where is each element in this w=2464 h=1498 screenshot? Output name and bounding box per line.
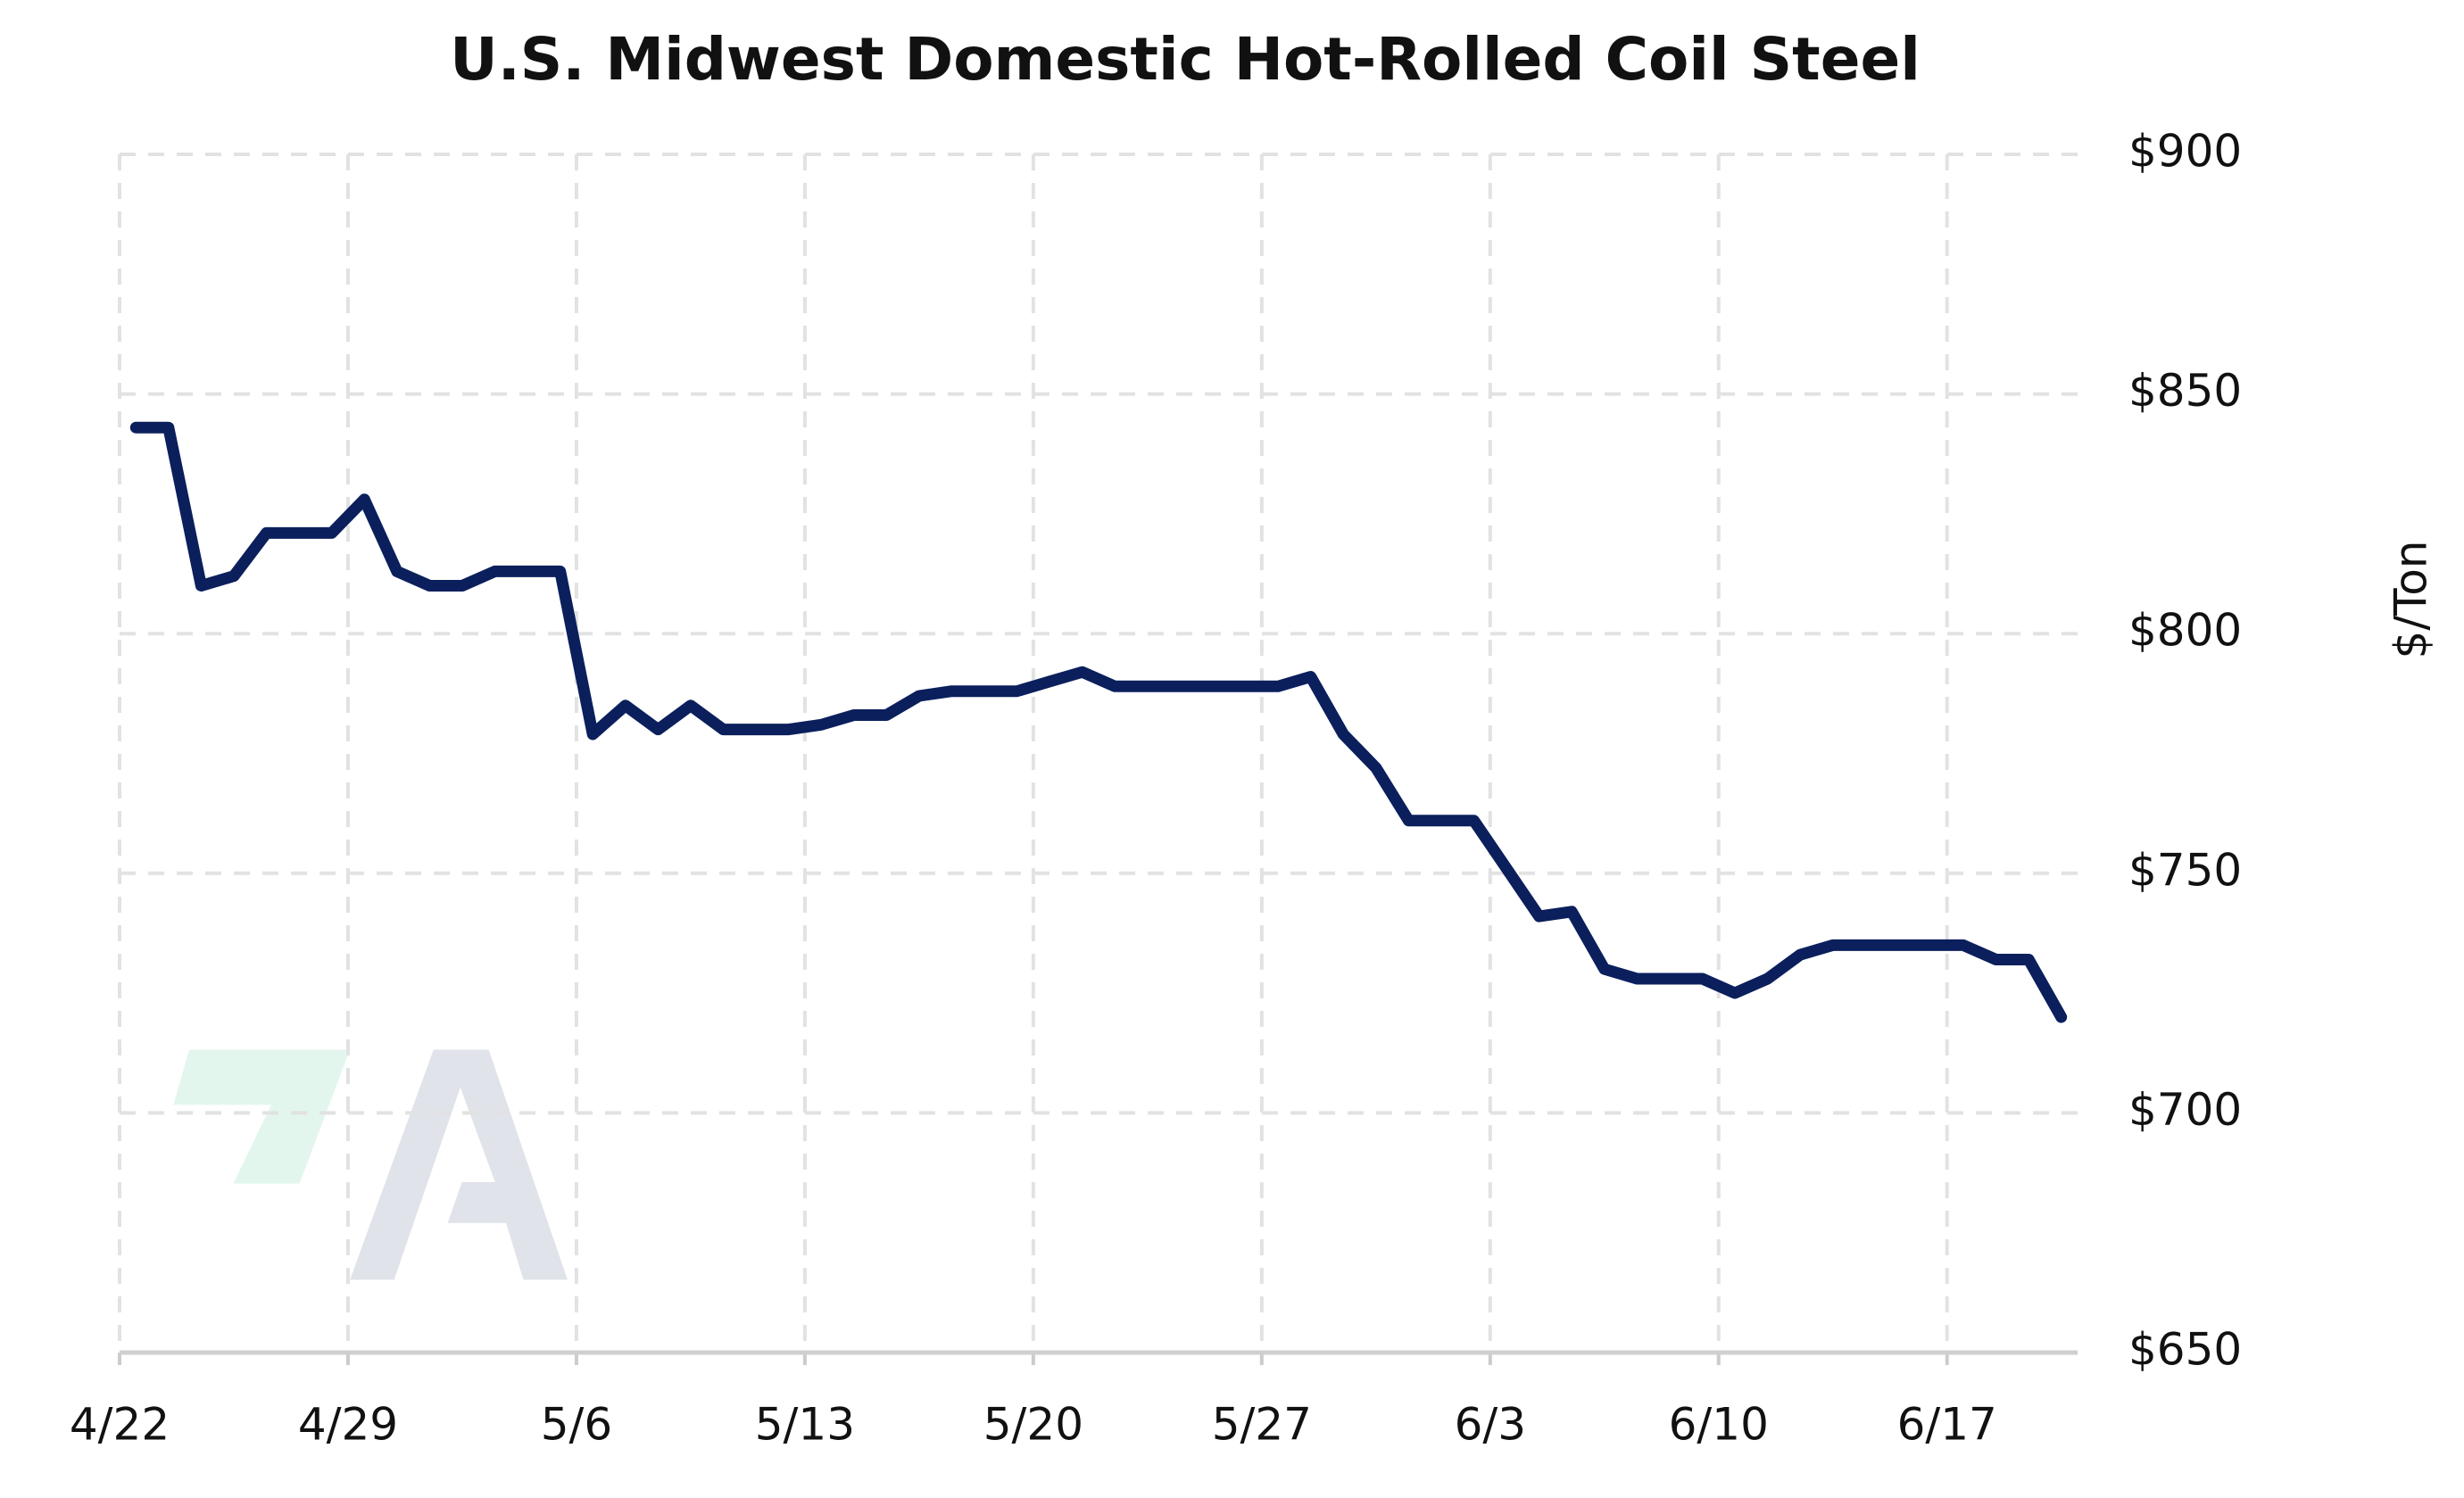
y-axis-label: $/Ton <box>2385 541 2437 659</box>
y-tick-label: $850 <box>2128 365 2242 417</box>
y-tick-label: $700 <box>2128 1084 2242 1136</box>
y-tick-label: $650 <box>2128 1324 2242 1376</box>
x-tick-label: 6/10 <box>1669 1399 1769 1451</box>
x-tick-label: 6/17 <box>1897 1399 1997 1451</box>
watermark-mark <box>173 1049 351 1184</box>
x-tick-label: 5/13 <box>755 1399 855 1451</box>
x-tick-label: 5/6 <box>541 1399 612 1451</box>
watermark-letter <box>350 1049 568 1280</box>
x-tick-label: 4/22 <box>70 1399 170 1451</box>
x-tick-label: 4/29 <box>298 1399 398 1451</box>
series-line <box>129 421 2068 1023</box>
plot: $650 $700 $750 $800 $850 $900 4/22 4/29 5/6 5/13 5… <box>70 126 2242 1451</box>
y-tick-label: $900 <box>2128 126 2242 178</box>
x-tick-label: 5/20 <box>983 1399 1083 1451</box>
x-tick-label: 5/27 <box>1212 1399 1312 1451</box>
watermark <box>173 1049 568 1280</box>
x-tick-label: 6/3 <box>1455 1399 1526 1451</box>
chart-title: U.S. Midwest Domestic Hot-Rolled Coil St… <box>450 25 1921 94</box>
y-tick-label: $750 <box>2128 844 2242 896</box>
y-tick-label: $800 <box>2128 605 2242 657</box>
